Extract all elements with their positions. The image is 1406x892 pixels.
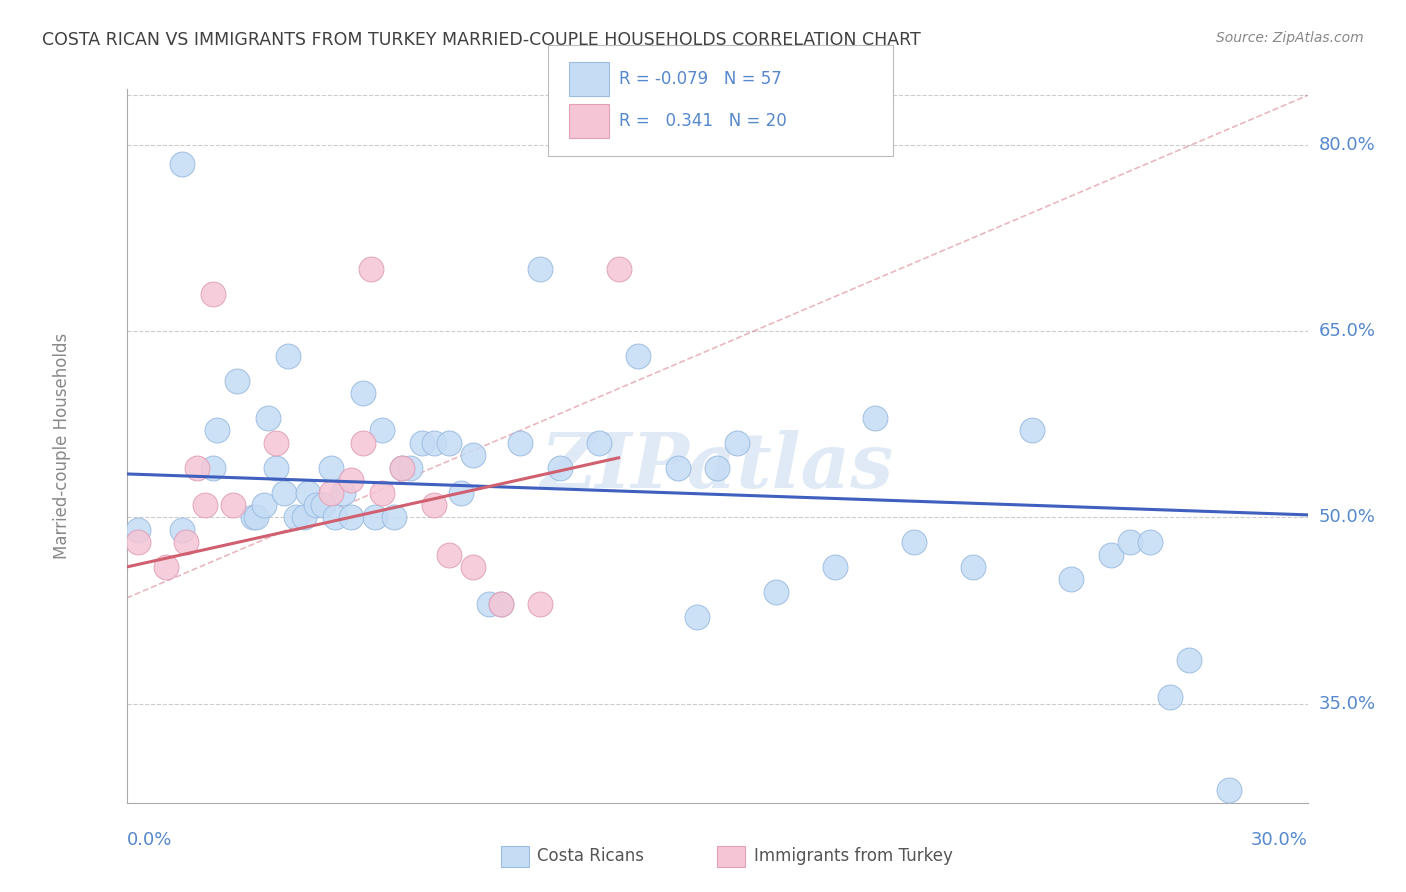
Point: [127, 535, 149, 549]
Point: [863, 411, 886, 425]
Point: [422, 498, 444, 512]
Text: 0.0%: 0.0%: [127, 830, 172, 848]
Point: [312, 498, 335, 512]
Point: [194, 498, 217, 512]
Point: [242, 510, 264, 524]
Point: [962, 560, 984, 574]
Point: [257, 411, 280, 425]
Point: [292, 510, 315, 524]
Point: [450, 485, 472, 500]
Point: [765, 584, 787, 599]
Point: [607, 262, 630, 277]
Point: [1159, 690, 1181, 705]
Point: [174, 535, 197, 549]
Point: [824, 560, 846, 574]
Point: [391, 460, 413, 475]
Point: [1099, 548, 1122, 562]
Point: [170, 523, 193, 537]
Text: 35.0%: 35.0%: [1319, 695, 1376, 713]
Point: [1060, 573, 1083, 587]
Point: [352, 386, 374, 401]
Text: 80.0%: 80.0%: [1319, 136, 1375, 154]
Text: R = -0.079   N = 57: R = -0.079 N = 57: [619, 70, 782, 88]
Point: [321, 485, 343, 500]
Point: [284, 510, 307, 524]
Text: 65.0%: 65.0%: [1319, 322, 1375, 340]
Text: Immigrants from Turkey: Immigrants from Turkey: [754, 847, 952, 865]
Point: [264, 460, 287, 475]
Point: [321, 460, 343, 475]
Point: [399, 460, 422, 475]
Point: [439, 548, 461, 562]
Point: [411, 436, 433, 450]
Point: [371, 485, 394, 500]
Point: [253, 498, 276, 512]
Point: [725, 436, 748, 450]
Point: [461, 560, 484, 574]
Point: [489, 597, 512, 611]
Point: [1021, 424, 1043, 438]
Point: [264, 436, 287, 450]
Point: [352, 436, 374, 450]
Point: [222, 498, 245, 512]
Point: [1119, 535, 1142, 549]
Point: [340, 510, 363, 524]
Point: [422, 436, 444, 450]
Point: [489, 597, 512, 611]
Text: Costa Ricans: Costa Ricans: [537, 847, 644, 865]
Point: [205, 424, 228, 438]
Point: [1178, 653, 1201, 667]
Point: [686, 609, 709, 624]
Text: R =   0.341   N = 20: R = 0.341 N = 20: [619, 112, 786, 130]
Text: COSTA RICAN VS IMMIGRANTS FROM TURKEY MARRIED-COUPLE HOUSEHOLDS CORRELATION CHAR: COSTA RICAN VS IMMIGRANTS FROM TURKEY MA…: [42, 31, 921, 49]
Text: 50.0%: 50.0%: [1319, 508, 1375, 526]
Point: [391, 460, 413, 475]
Text: Source: ZipAtlas.com: Source: ZipAtlas.com: [1216, 31, 1364, 45]
Point: [627, 349, 650, 363]
Point: [202, 460, 225, 475]
Point: [360, 262, 382, 277]
Point: [529, 597, 551, 611]
Point: [439, 436, 461, 450]
Point: [1218, 783, 1240, 797]
Point: [1139, 535, 1161, 549]
Point: [509, 436, 531, 450]
Point: [666, 460, 689, 475]
Point: [170, 156, 193, 170]
Point: [529, 262, 551, 277]
Point: [323, 510, 346, 524]
Point: [304, 498, 326, 512]
Point: [155, 560, 177, 574]
Text: ZIPatlas: ZIPatlas: [540, 431, 894, 504]
Point: [461, 448, 484, 462]
Point: [225, 374, 247, 388]
Point: [588, 436, 610, 450]
Point: [706, 460, 728, 475]
Text: Married-couple Households: Married-couple Households: [52, 333, 70, 559]
Point: [382, 510, 405, 524]
Point: [363, 510, 385, 524]
Point: [186, 460, 208, 475]
Point: [202, 287, 225, 301]
Point: [340, 473, 363, 487]
Point: [332, 485, 354, 500]
Text: 30.0%: 30.0%: [1251, 830, 1308, 848]
Point: [277, 349, 299, 363]
Point: [903, 535, 925, 549]
Point: [245, 510, 267, 524]
Point: [478, 597, 501, 611]
Point: [548, 460, 571, 475]
Point: [297, 485, 319, 500]
Point: [273, 485, 295, 500]
Point: [371, 424, 394, 438]
Point: [127, 523, 149, 537]
